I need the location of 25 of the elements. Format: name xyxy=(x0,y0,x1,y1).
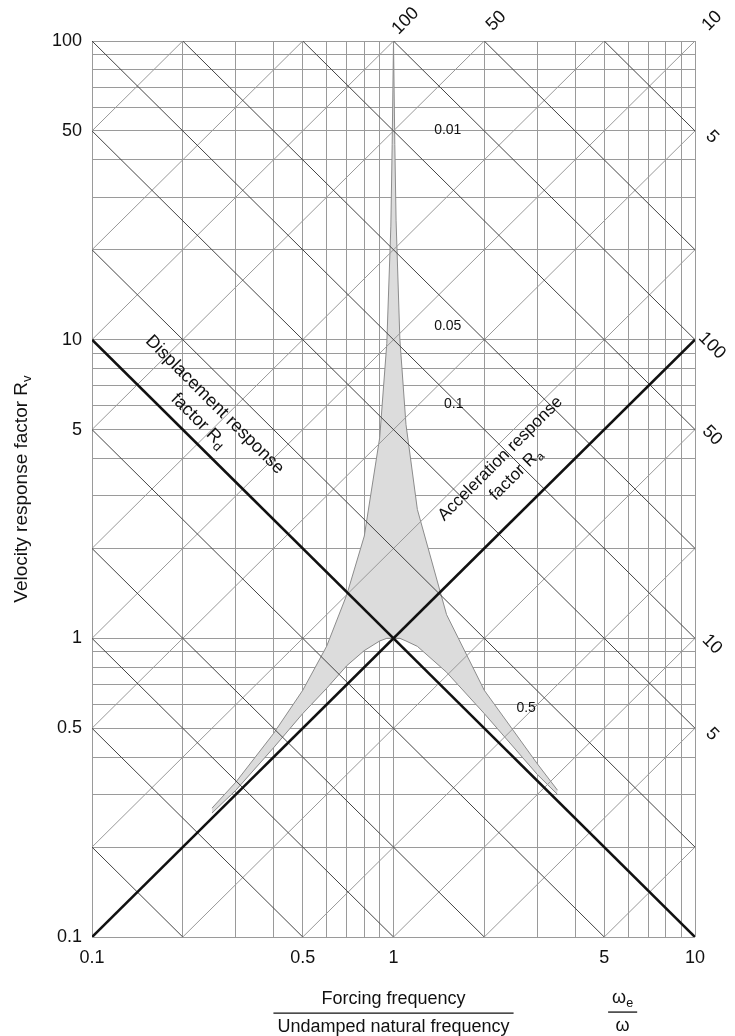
y-tick-label: 0.1 xyxy=(56,925,82,946)
annotation: 50 xyxy=(698,420,727,449)
x-tick-label: 10 xyxy=(684,946,706,967)
x-tick-label: 5 xyxy=(599,946,610,967)
annotation: 10 xyxy=(698,629,727,658)
y-tick-label: 100 xyxy=(51,29,82,50)
annotation: 0.5 xyxy=(516,699,537,716)
y-tick-label: 1 xyxy=(71,627,82,648)
annotation: 10 xyxy=(697,6,726,35)
annotation: 0.05 xyxy=(434,316,462,333)
annotation: 0.1 xyxy=(444,394,464,411)
y-axis-title: Velocity response factor Rv xyxy=(10,374,35,603)
annotation: 100 xyxy=(695,327,731,363)
annotation: 5 xyxy=(702,125,724,147)
annotation: 50 xyxy=(481,6,510,35)
x-tick-label: 1 xyxy=(388,946,399,967)
x-axis-title: Forcing frequency Undamped natural frequency xyxy=(277,987,510,1036)
annotation: 100 xyxy=(387,2,423,38)
annotation: 5 xyxy=(702,722,724,745)
y-tick-label: 5 xyxy=(71,418,82,439)
y-tick-label: 10 xyxy=(61,328,82,349)
y-tick-label: 0.5 xyxy=(56,717,82,738)
y-tick-label: 50 xyxy=(61,119,82,140)
annotation: 0.01 xyxy=(434,121,462,138)
x-tick-label: 0.5 xyxy=(290,946,316,967)
